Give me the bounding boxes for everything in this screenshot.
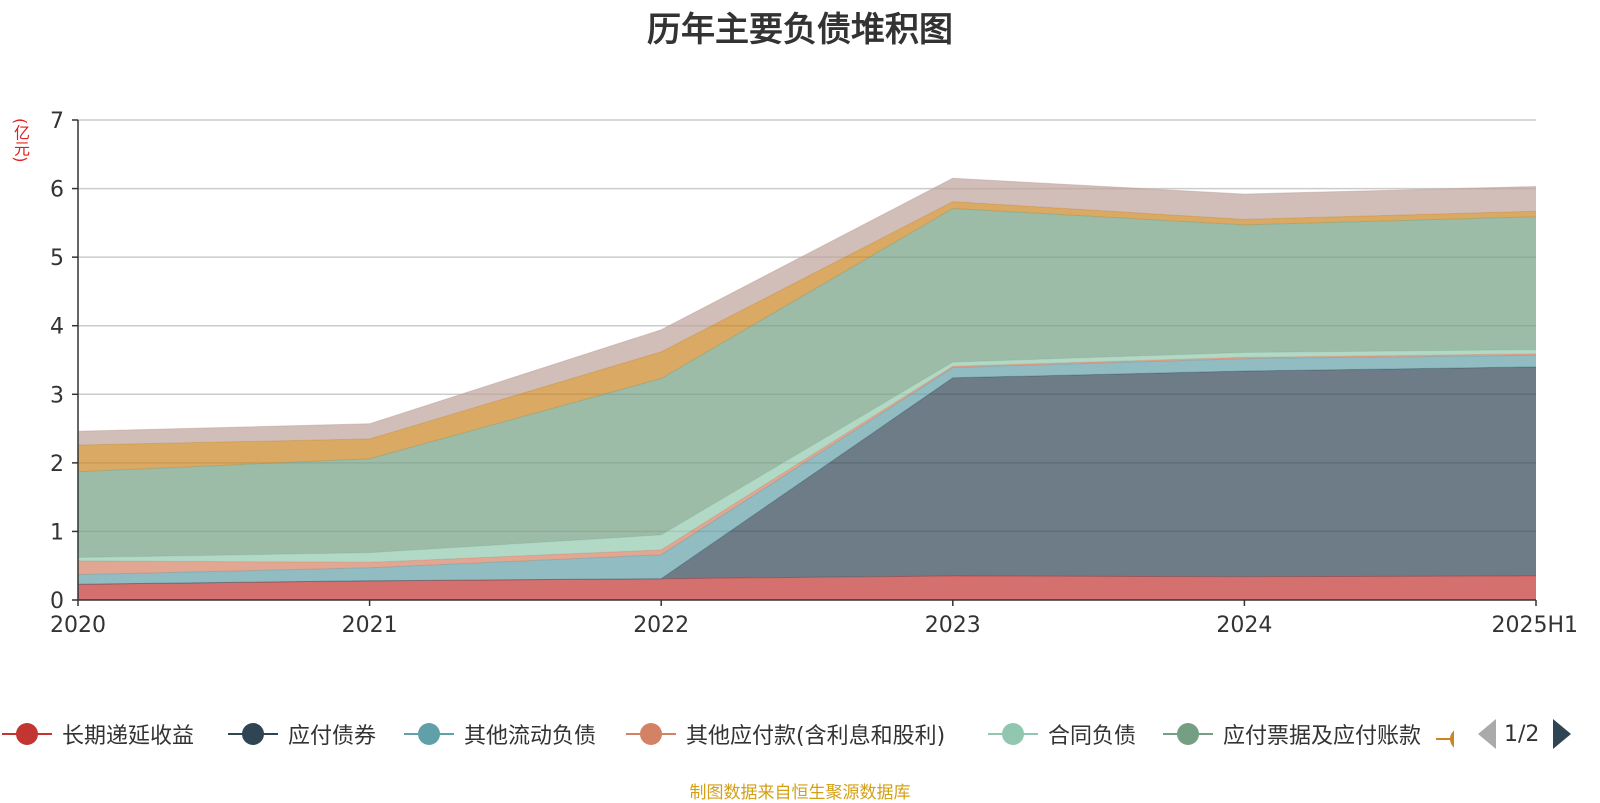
legend-marker-dot [640, 723, 662, 745]
y-axis-unit: (亿元) [11, 118, 30, 163]
y-tick-label: 4 [50, 315, 64, 340]
legend-marker-dot [16, 723, 38, 745]
legend-label: 其他流动负债 [464, 724, 597, 749]
area-series-0 [78, 576, 1536, 600]
y-tick-label: 2 [50, 452, 64, 477]
legend-label: 其他应付款(含利息和股利) [686, 724, 946, 749]
area-series-7 [78, 178, 1536, 446]
legend-item[interactable]: 其他流动负债 [404, 714, 596, 754]
y-tick-label: 1 [50, 520, 64, 545]
chart-title: 历年主要负债堆积图 [647, 10, 953, 50]
x-tick-label: 2024 [1216, 613, 1272, 638]
legend-item[interactable]: 其他应付款(含利息和股利) [626, 714, 945, 754]
x-tick-label: 2020 [50, 613, 106, 638]
legend-marker [228, 721, 278, 747]
legend: 长期递延收益 应付债券 其他流动负债 其他应付款(含利息和股利) 合同负债 应付票据及应付… [0, 714, 1600, 754]
legend-label: 应付票据及应付账款 [1223, 724, 1422, 749]
legend-marker-dot [418, 723, 440, 745]
x-tick-label: 2025H1 [1491, 613, 1578, 638]
legend-clipped-dot [1450, 728, 1454, 750]
legend-marker [1163, 721, 1213, 747]
x-tick-label: 2021 [342, 613, 398, 638]
legend-marker [626, 721, 676, 747]
y-tick-label: 5 [50, 246, 64, 271]
legend-marker-dot [1002, 723, 1024, 745]
legend-item-clipped[interactable] [1436, 726, 1454, 752]
legend-item[interactable]: 应付债券 [228, 714, 376, 754]
area-series-5 [78, 208, 1536, 558]
area-series [77, 177, 1537, 600]
area-series-6 [78, 201, 1536, 472]
legend-page-indicator: 1/2 [1504, 721, 1540, 747]
next-page-icon[interactable] [1553, 719, 1572, 749]
prev-page-icon[interactable] [1478, 719, 1496, 749]
y-tick-label: 7 [50, 109, 64, 134]
legend-marker-dot [1177, 723, 1199, 745]
legend-item[interactable]: 长期递延收益 [2, 714, 194, 754]
legend-pager: 1/2 [1478, 716, 1572, 752]
axes: 0 1 2 3 4 5 6 7 2020 2021 2022 2023 2024 2025H1 [50, 109, 1578, 638]
x-tick-label: 2022 [633, 613, 689, 638]
legend-marker-dot [242, 723, 264, 745]
legend-marker [404, 721, 454, 747]
legend-label: 合同负债 [1048, 724, 1137, 749]
x-tick-label: 2023 [925, 613, 981, 638]
legend-label: 长期递延收益 [62, 724, 195, 749]
y-tick-label: 6 [50, 178, 64, 203]
y-tick-label: 0 [50, 589, 64, 614]
y-tick-label: 3 [50, 383, 64, 408]
legend-marker [988, 721, 1038, 747]
legend-item[interactable]: 应付票据及应付账款 [1163, 714, 1421, 754]
data-source-note: 制图数据来自恒生聚源数据库 [689, 783, 911, 803]
legend-clipped-line [1436, 738, 1454, 740]
legend-label: 应付债券 [288, 724, 377, 749]
area-series-edge-7 [77, 177, 1537, 432]
legend-clipped-marker [1436, 726, 1454, 752]
legend-marker [2, 721, 52, 747]
area-series-4 [78, 349, 1536, 563]
area-series-2 [78, 355, 1536, 585]
area-series-1 [78, 366, 1536, 585]
legend-item[interactable]: 合同负债 [988, 714, 1136, 754]
